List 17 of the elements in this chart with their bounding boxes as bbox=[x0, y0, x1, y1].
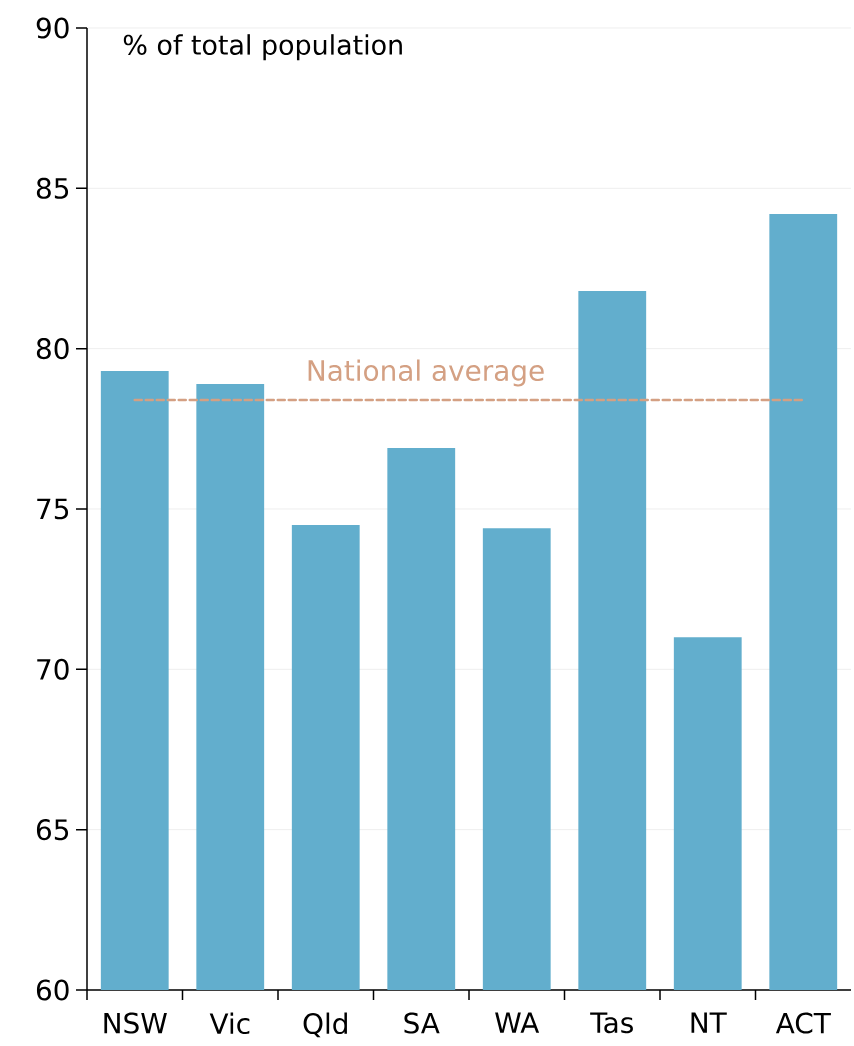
x-tick-label: Tas bbox=[590, 1012, 633, 1034]
x-tick-label: Qld bbox=[303, 1012, 347, 1038]
x-tick-label: WA bbox=[495, 1012, 540, 1033]
y-tick-label: 70 bbox=[37, 658, 69, 680]
x-tick-label: SA bbox=[404, 1012, 440, 1034]
y-tick-label: 90 bbox=[36, 17, 69, 39]
y-tick-label: 85 bbox=[36, 177, 69, 199]
y-axis-title: % of total population bbox=[123, 34, 402, 61]
x-tick-label: ACT bbox=[775, 1012, 831, 1034]
ref-line-label: National average bbox=[308, 359, 544, 387]
y-tick-label: 60 bbox=[36, 979, 69, 1001]
y-tick-label: 65 bbox=[36, 819, 69, 841]
x-tick-label: Vic bbox=[209, 1012, 250, 1035]
x-tick-label: NSW bbox=[104, 1012, 167, 1034]
y-tick-label: 75 bbox=[37, 498, 69, 520]
y-tick-label: 80 bbox=[36, 338, 69, 360]
x-tick-label: NT bbox=[691, 1012, 727, 1033]
